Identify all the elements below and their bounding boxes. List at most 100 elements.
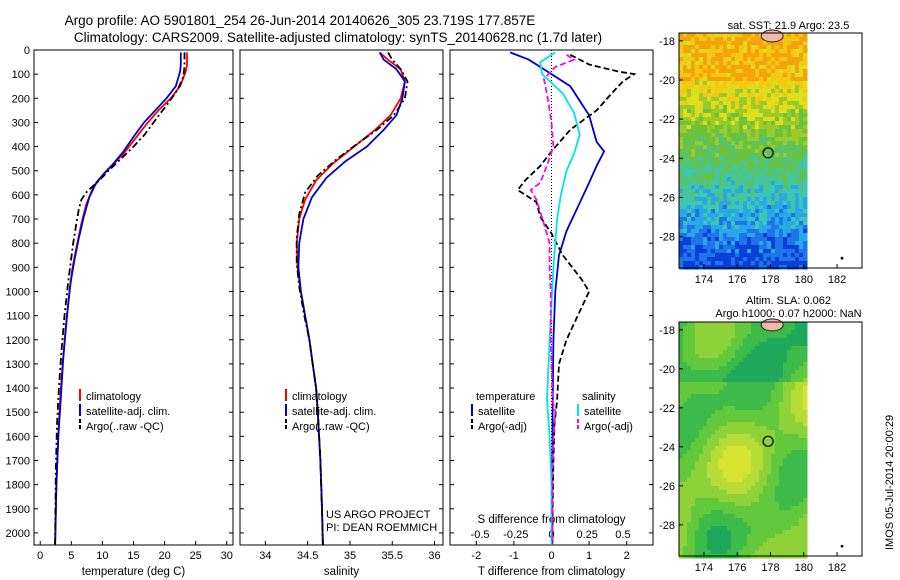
heat-cell — [687, 105, 692, 110]
heat-cell — [695, 366, 700, 371]
heat-cell — [703, 526, 708, 531]
heat-cell — [687, 245, 692, 250]
heat-cell — [743, 490, 748, 495]
heat-cell — [679, 57, 684, 62]
heat-cell — [795, 73, 800, 78]
heat-cell — [771, 550, 776, 555]
heat-cell — [751, 458, 756, 463]
heat-cell — [771, 185, 776, 190]
heat-cell — [759, 342, 764, 347]
heat-cell — [687, 53, 692, 58]
heat-cell — [787, 518, 792, 523]
heat-cell — [739, 550, 744, 555]
heat-cell — [759, 57, 764, 62]
heat-cell — [751, 330, 756, 335]
heat-cell — [687, 338, 692, 343]
heat-cell — [699, 426, 704, 431]
heat-cell — [691, 546, 696, 551]
heat-cell — [779, 189, 784, 194]
heat-cell — [731, 518, 736, 523]
heat-cell — [723, 538, 728, 543]
heat-cell — [687, 378, 692, 383]
heat-cell — [727, 494, 732, 499]
heat-cell — [691, 490, 696, 495]
heat-cell — [727, 189, 732, 194]
heat-cell — [723, 550, 728, 555]
heat-cell — [727, 221, 732, 226]
heat-cell — [707, 466, 712, 471]
heat-cell — [783, 89, 788, 94]
heat-cell — [695, 462, 700, 467]
heat-cell — [751, 117, 756, 122]
heat-cell — [755, 466, 760, 471]
heat-cell — [703, 462, 708, 467]
heat-cell — [731, 33, 736, 38]
heat-cell — [687, 514, 692, 519]
heat-cell — [795, 406, 800, 411]
heat-cell — [779, 522, 784, 527]
heat-cell — [739, 197, 744, 202]
heat-cell — [755, 73, 760, 78]
heat-cell — [703, 346, 708, 351]
heat-cell — [755, 245, 760, 250]
heat-cell — [739, 133, 744, 138]
heat-cell — [791, 322, 796, 327]
heat-cell — [775, 193, 780, 198]
heat-cell — [799, 526, 804, 531]
heat-cell — [767, 85, 772, 90]
heat-cell — [719, 538, 724, 543]
heat-cell — [783, 382, 788, 387]
heat-cell — [703, 506, 708, 511]
heat-cell — [803, 93, 808, 98]
heat-cell — [791, 450, 796, 455]
heat-cell — [679, 41, 684, 46]
heat-cell — [743, 410, 748, 415]
heat-cell — [735, 514, 740, 519]
heat-cell — [727, 133, 732, 138]
heat-cell — [695, 177, 700, 182]
heat-cell — [735, 261, 740, 266]
heat-cell — [803, 330, 808, 335]
heat-cell — [695, 193, 700, 198]
heat-cell — [699, 233, 704, 238]
heat-cell — [731, 253, 736, 258]
heat-cell — [687, 466, 692, 471]
heat-cell — [771, 161, 776, 166]
heat-cell — [759, 498, 764, 503]
heat-cell — [803, 350, 808, 355]
heat-cell — [787, 185, 792, 190]
heat-cell — [679, 81, 684, 86]
heat-cell — [771, 217, 776, 222]
heat-cell — [683, 237, 688, 242]
heat-cell — [779, 426, 784, 431]
heat-cell — [715, 338, 720, 343]
heat-cell — [735, 89, 740, 94]
heat-cell — [691, 410, 696, 415]
heat-cell — [759, 458, 764, 463]
heat-cell — [751, 45, 756, 50]
heat-cell — [699, 133, 704, 138]
heat-cell — [691, 157, 696, 162]
heat-cell — [699, 193, 704, 198]
heat-cell — [711, 249, 716, 254]
heat-cell — [719, 117, 724, 122]
heat-cell — [683, 450, 688, 455]
heat-cell — [711, 542, 716, 547]
y-tick-label: 1600 — [6, 431, 30, 443]
heat-cell — [715, 173, 720, 178]
heat-cell — [767, 65, 772, 70]
heat-cell — [791, 233, 796, 238]
heat-cell — [723, 185, 728, 190]
heat-cell — [687, 358, 692, 363]
heat-cell — [795, 165, 800, 170]
heat-cell — [723, 382, 728, 387]
heat-cell — [691, 53, 696, 58]
heat-cell — [735, 57, 740, 62]
heat-cell — [735, 225, 740, 230]
heat-cell — [759, 486, 764, 491]
heat-cell — [719, 362, 724, 367]
heat-cell — [803, 394, 808, 399]
heat-cell — [795, 350, 800, 355]
heat-cell — [799, 398, 804, 403]
heat-cell — [771, 434, 776, 439]
